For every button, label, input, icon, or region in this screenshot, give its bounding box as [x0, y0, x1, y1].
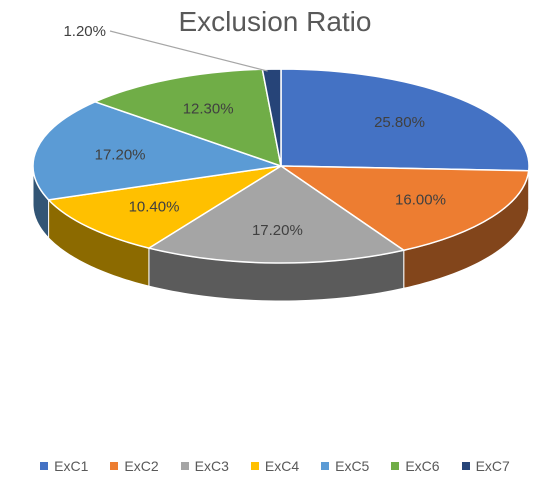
data-label-exc4: 10.40%: [129, 198, 180, 215]
data-label-exc6: 12.30%: [183, 101, 234, 118]
legend-label-exc5: ExC5: [335, 458, 370, 474]
data-label-exc3: 17.20%: [252, 222, 303, 239]
pie-slice-exc3: [146, 165, 406, 264]
legend-swatch-exc7: [461, 462, 470, 470]
legend-item-exc4: ExC4: [250, 458, 300, 474]
legend-swatch-exc4: [250, 462, 259, 470]
legend-swatch-exc5: [321, 462, 330, 470]
legend-swatch-exc2: [110, 462, 119, 470]
legend-label-exc6: ExC6: [405, 458, 440, 474]
legend-label-exc7: ExC7: [475, 458, 510, 474]
pie-slice-exc4: [47, 165, 282, 249]
legend-item-exc3: ExC3: [180, 458, 229, 474]
pie-slice-exc5: [32, 100, 282, 201]
pie-slice-exc2: [278, 165, 530, 252]
pie-slice-exc1: [280, 68, 530, 172]
legend: ExC1 ExC2 ExC3 ExC4 ExC5 ExC6 ExC7: [0, 458, 550, 474]
legend-item-exc6: ExC6: [391, 458, 440, 474]
pie-slice-exc6: [93, 68, 282, 168]
legend-swatch-exc6: [391, 462, 400, 470]
legend-swatch-exc3: [180, 462, 189, 470]
data-label-exc2: 16.00%: [395, 192, 446, 209]
legend-item-exc2: ExC2: [110, 458, 159, 474]
chart-title: Exclusion Ratio: [178, 6, 372, 37]
legend-label-exc2: ExC2: [124, 458, 159, 474]
leader-line-exc7: [109, 30, 268, 72]
data-label-exc1: 25.80%: [374, 114, 425, 131]
data-label-exc5: 17.20%: [95, 146, 146, 163]
legend-label-exc3: ExC3: [194, 458, 229, 474]
legend-label-exc4: ExC4: [264, 458, 300, 474]
legend-label-exc1: ExC1: [54, 458, 89, 474]
data-label-exc7: 1.20%: [63, 23, 106, 40]
pie-side-walls: [32, 165, 530, 302]
legend-item-exc5: ExC5: [321, 458, 369, 474]
legend-item-exc7: ExC7: [461, 458, 510, 474]
legend-item-exc1: ExC1: [40, 458, 88, 474]
legend-swatch-exc1: [40, 462, 49, 470]
